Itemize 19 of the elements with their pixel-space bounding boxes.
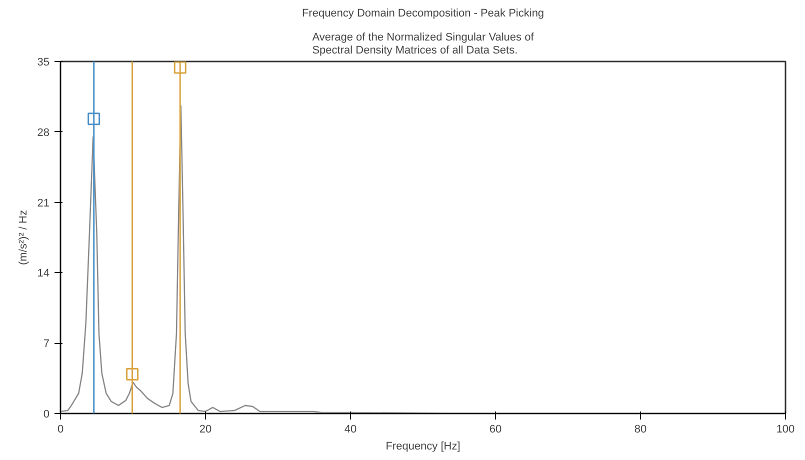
y-tick-label: 7 [43,338,50,350]
x-tick-label: 40 [344,424,357,436]
x-axis-title: Frequency [Hz] [386,440,460,452]
point [88,112,100,126]
y-axis-title: (m/s²)² / Hz [17,210,30,265]
y-tick-label: 14 [37,268,50,280]
x-tick-label: 0 [57,424,64,436]
x-tick-label: 60 [489,424,502,436]
y-tick-label: 28 [37,126,50,139]
y-tick-label: 0 [43,408,50,420]
y-tick-label: 35 [37,56,50,68]
point [174,62,186,74]
chart-subtitle: Average of the Normalized Singular Values of Spectral Density Matrices of all Data Sets. [312,31,535,56]
x-tick-label: 100 [776,424,795,436]
y-tick-label: 21 [37,197,50,210]
x-tick-label: 80 [634,424,647,436]
point [126,368,139,381]
chart-title: Frequency Domain Decomposition - Peak Picking [302,8,544,20]
x-tick-label: 20 [199,424,212,436]
